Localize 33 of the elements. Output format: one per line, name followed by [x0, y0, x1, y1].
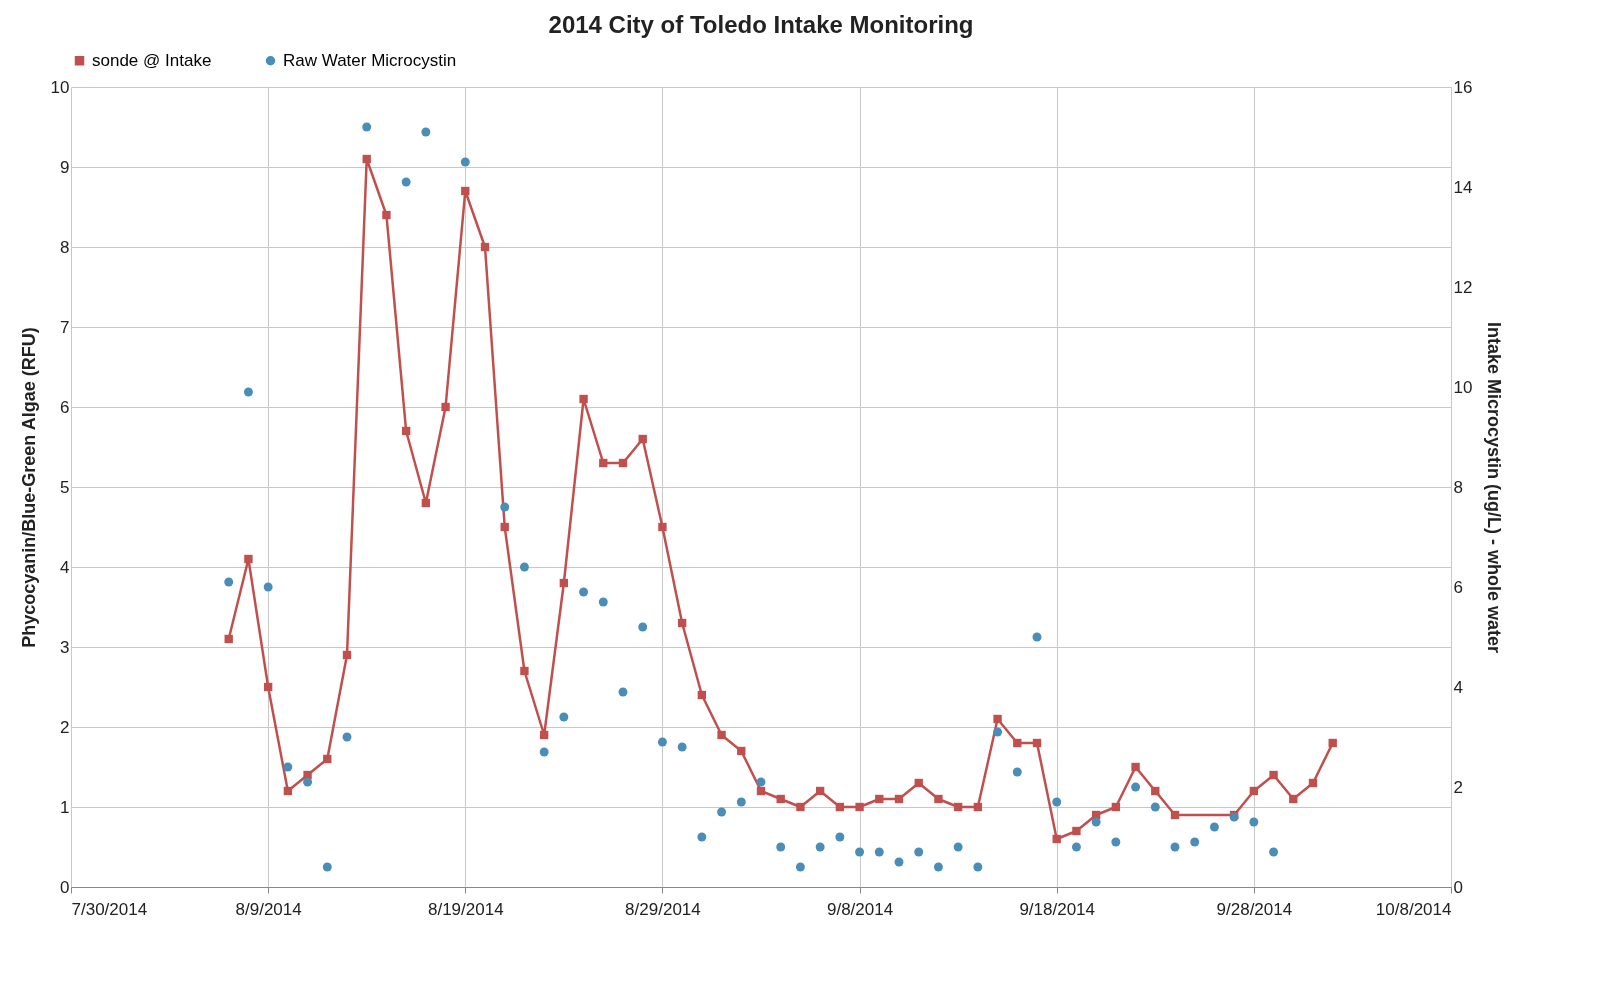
y2-tick-label: 4 — [1453, 677, 1463, 697]
y2-tick-label: 10 — [1453, 377, 1473, 397]
y2-axis-title: Intake Microcystin (ug/L) - whole water — [1484, 321, 1505, 654]
y-tick-label: 6 — [60, 397, 70, 417]
x-tick-label: 8/19/2014 — [427, 899, 504, 919]
y-tick-label: 2 — [60, 717, 70, 737]
y-axis-title: Phycocyanin/Blue-Green Algae (RFU) — [18, 327, 39, 648]
y-tick-label: 9 — [60, 157, 70, 177]
x-tick-label: 9/28/2014 — [1216, 899, 1293, 919]
y2-tick-label: 6 — [1453, 577, 1463, 597]
y2-tick-label: 8 — [1453, 477, 1463, 497]
chart-title: 2014 City of Toledo Intake Monitoring — [548, 11, 974, 38]
x-tick-label: 8/9/2014 — [235, 899, 302, 919]
y-tick-label: 8 — [60, 237, 70, 257]
y-tick-label: 5 — [60, 477, 70, 497]
y2-tick-label: 16 — [1453, 77, 1473, 97]
y2-tick-label: 0 — [1453, 877, 1463, 897]
x-tick-label: 7/30/2014 — [71, 899, 148, 919]
x-tick-label: 9/18/2014 — [1019, 899, 1096, 919]
y2-tick-label: 2 — [1453, 777, 1463, 797]
x-tick-label: 9/8/2014 — [826, 899, 894, 919]
y-tick-label: 1 — [60, 797, 70, 817]
x-tick-label: 8/29/2014 — [625, 899, 701, 919]
y2-tick-label: 14 — [1453, 177, 1473, 197]
y2-tick-label: 12 — [1453, 277, 1473, 297]
y-tick-label: 3 — [60, 637, 70, 657]
legend-label: sonde @ Intake — [92, 50, 212, 70]
x-tick-label: 10/8/2014 — [1375, 899, 1452, 919]
y-tick-label: 10 — [50, 77, 70, 97]
y-tick-label: 7 — [60, 317, 70, 337]
legend-label: Raw Water Microcystin — [283, 50, 457, 70]
y-tick-label: 0 — [60, 877, 70, 897]
y-tick-label: 4 — [60, 557, 70, 577]
